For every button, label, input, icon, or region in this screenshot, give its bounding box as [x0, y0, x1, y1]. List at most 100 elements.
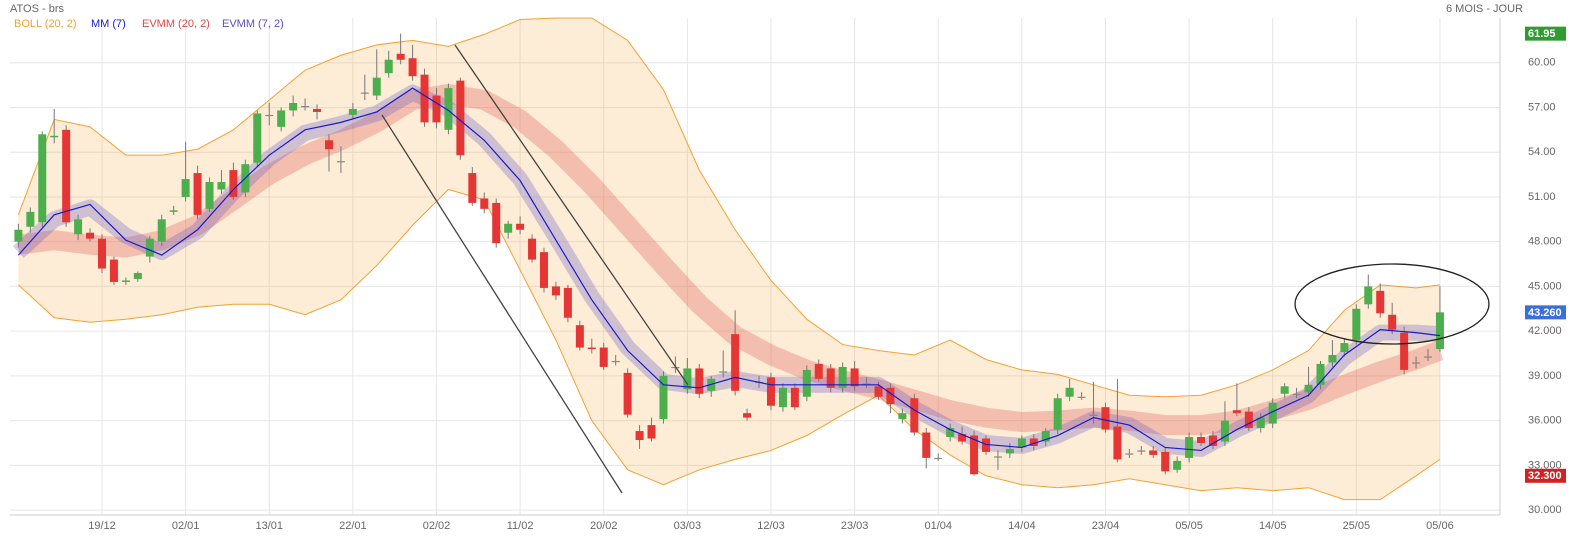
trend-line — [381, 114, 623, 494]
candle-body — [1280, 386, 1289, 394]
candle-body — [50, 135, 59, 138]
x-tick-label: 11/02 — [507, 520, 534, 532]
legend-entry: MM (7) — [91, 18, 126, 30]
candle-body — [934, 457, 943, 460]
candle-body — [1316, 363, 1325, 385]
candle-body — [1268, 402, 1277, 424]
candle-body — [1256, 417, 1265, 429]
candle-body — [121, 280, 130, 282]
price-tag — [1525, 305, 1566, 320]
highlight-ellipse — [1294, 263, 1490, 345]
candle-body — [217, 182, 226, 190]
bollinger-lower — [18, 188, 1441, 501]
candle-body — [181, 179, 190, 197]
candle-body — [468, 173, 477, 203]
y-tick-label: 39.000 — [1528, 370, 1562, 382]
candle-body — [1017, 438, 1026, 448]
candle-body — [1065, 387, 1074, 397]
chart-title: ATOS - brs — [10, 3, 64, 15]
bollinger-upper — [17, 17, 1441, 398]
candle-body — [946, 428, 955, 438]
x-tick-label: 02/01 — [172, 520, 200, 532]
candle-body — [635, 431, 644, 440]
candle-body — [1292, 393, 1301, 395]
candle-body — [1041, 431, 1050, 442]
x-tick-label: 12/03 — [757, 520, 785, 532]
candle-body — [1089, 414, 1098, 416]
candle-body — [970, 435, 979, 475]
candle-body — [109, 259, 118, 282]
candle-body — [1328, 354, 1337, 363]
candle-body — [38, 134, 47, 223]
candle-body — [1340, 343, 1349, 353]
candle-body — [540, 252, 549, 288]
candle-body — [743, 413, 752, 418]
candle-body — [504, 223, 513, 233]
candle-body — [516, 223, 525, 230]
candle-body — [193, 173, 202, 215]
x-tick-label: 20/02 — [590, 520, 618, 532]
candle-body — [253, 113, 262, 163]
candle-body — [1376, 290, 1385, 314]
price-tag — [1525, 468, 1566, 483]
y-tick-label: 54.00 — [1528, 146, 1556, 158]
legend-entry: EVMM (20, 2) — [142, 18, 210, 30]
candle-body — [790, 387, 799, 408]
x-tick-label: 05/05 — [1175, 520, 1203, 532]
candle-body — [348, 108, 357, 115]
chart-subtitle: 6 MOIS - JOUR — [1446, 3, 1523, 15]
candle-body — [360, 92, 369, 94]
candle-body — [169, 210, 178, 212]
y-tick-label: 42.000 — [1528, 325, 1562, 337]
x-tick-label: 19/12 — [88, 520, 116, 532]
candle-body — [802, 369, 811, 397]
candle-body — [492, 202, 501, 244]
y-tick-label: 57.00 — [1528, 101, 1556, 113]
candle-body — [623, 372, 632, 415]
candle-body — [313, 108, 322, 112]
y-tick-label: 60.00 — [1528, 57, 1556, 69]
legend: BOLL (20, 2) MM (7) EVMM (20, 2) EVMM (7, 2… — [14, 18, 284, 30]
candle-body — [587, 347, 596, 350]
candle-body — [98, 238, 106, 269]
candle-body — [145, 238, 154, 257]
candle-body — [1005, 448, 1014, 454]
y-tick-label: 48.000 — [1528, 236, 1562, 248]
candle-body — [838, 366, 847, 388]
candle-body — [1400, 332, 1409, 370]
x-tick-label: 23/04 — [1092, 520, 1120, 532]
x-tick-label: 22/01 — [339, 520, 367, 532]
candle-body — [74, 219, 83, 235]
candle-body — [1435, 312, 1444, 350]
candle-body — [814, 363, 823, 379]
x-tick-label: 03/03 — [674, 520, 702, 532]
candle-body — [1101, 407, 1110, 430]
candle-body — [695, 368, 704, 394]
candle-body — [1352, 308, 1361, 341]
plot-area — [12, 17, 1444, 501]
candle-body — [1077, 396, 1086, 398]
mm-7-line — [17, 87, 1441, 452]
candle-body — [910, 398, 919, 433]
candle-body — [731, 334, 740, 391]
candle-body — [1412, 362, 1421, 364]
candle-body — [1161, 451, 1170, 472]
candle-body — [408, 58, 417, 77]
candle-body — [898, 413, 907, 420]
candle-body — [336, 161, 345, 163]
price-tag — [1525, 26, 1566, 41]
candle-body — [1125, 453, 1134, 455]
candle-body — [778, 387, 787, 408]
trend-line — [454, 44, 689, 386]
candle-body — [1232, 410, 1241, 414]
candle-body — [850, 368, 859, 387]
price-tag-label: 61.95 — [1528, 28, 1556, 40]
candle-body — [301, 105, 310, 108]
candle-body — [551, 286, 560, 296]
price-tag-label: 32.300 — [1528, 470, 1562, 482]
x-tick-label: 14/05 — [1259, 520, 1287, 532]
x-tick-label: 25/05 — [1343, 520, 1371, 532]
x-tick-label: 01/04 — [924, 520, 952, 532]
candle-body — [396, 53, 405, 60]
